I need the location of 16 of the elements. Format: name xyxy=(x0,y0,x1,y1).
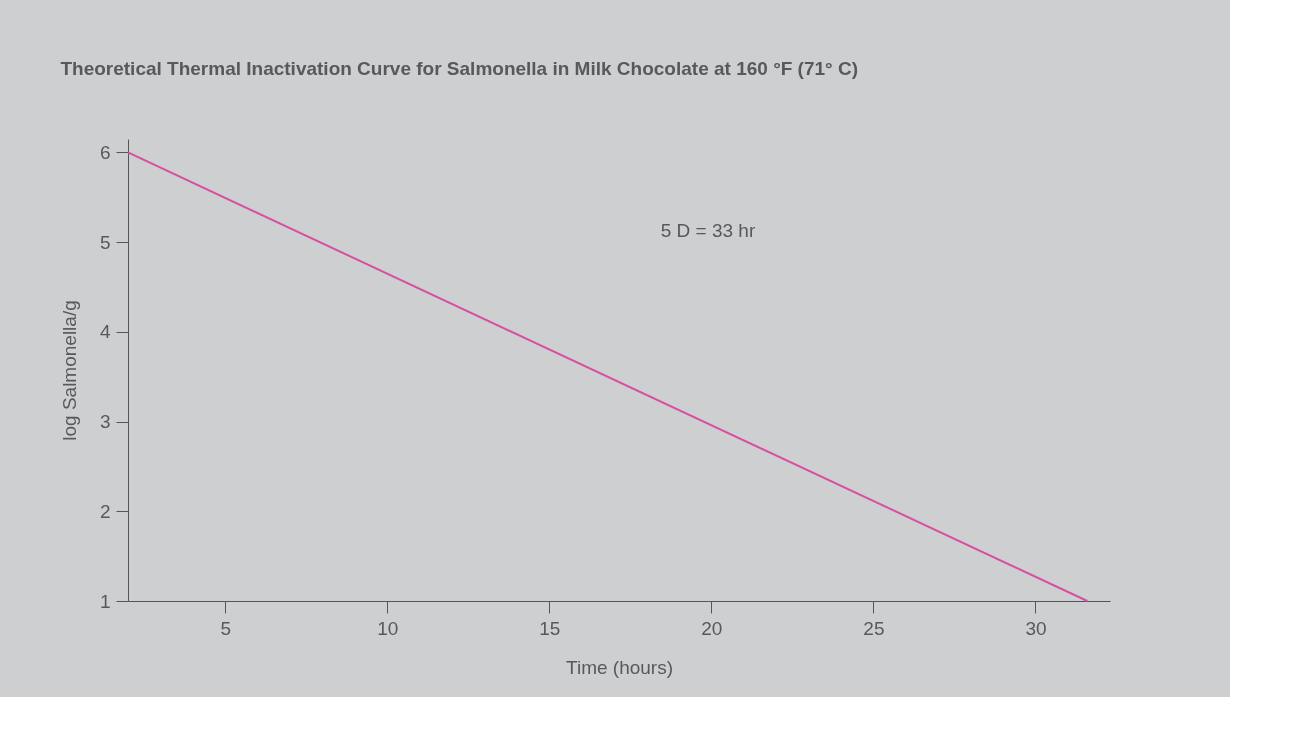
y-tick-label: 1 xyxy=(99,590,111,612)
x-tick-label: 25 xyxy=(863,617,885,639)
annotation: 5 D = 33 hr xyxy=(660,220,756,241)
y-tick-label: 6 xyxy=(99,141,111,163)
x-tick-label: 5 xyxy=(220,617,232,639)
x-tick-label: 15 xyxy=(539,617,561,639)
x-tick-label: 20 xyxy=(701,617,723,639)
y-tick-label: 4 xyxy=(99,321,111,343)
x-tick-label: 10 xyxy=(377,617,399,639)
x-axis-title: Time (hours) xyxy=(566,656,673,678)
y-tick-label: 5 xyxy=(99,231,111,253)
x-tick-label: 30 xyxy=(1025,617,1047,639)
y-tick-label: 3 xyxy=(99,411,111,433)
chart-title: Theoretical Thermal Inactivation Curve for Salmonella in Milk Chocolate at 160 °F (71° C) xyxy=(60,58,859,79)
y-axis-title: log Salmonella/g xyxy=(58,300,80,441)
y-tick-label: 2 xyxy=(99,500,111,522)
